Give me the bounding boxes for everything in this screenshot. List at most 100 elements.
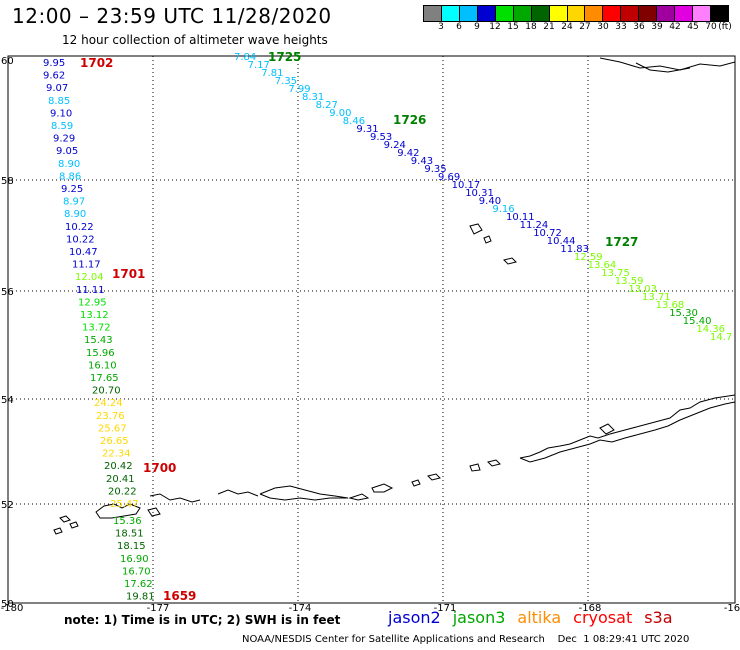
swh-value: 20.41 xyxy=(106,474,135,485)
swh-value: 17.65 xyxy=(90,373,119,384)
swh-value: 11.17 xyxy=(72,260,101,271)
scale-label: 45 xyxy=(687,22,699,32)
swh-value: 8.46 xyxy=(343,116,365,127)
swh-value: 9.35 xyxy=(424,164,446,175)
swh-value: 8.97 xyxy=(63,197,85,208)
lat-label: 56 xyxy=(1,287,14,298)
swh-value: 7.99 xyxy=(288,84,310,95)
swh-value: 11.11 xyxy=(76,285,105,296)
swh-value: 15.30 xyxy=(669,308,698,319)
scale-label: 3 xyxy=(438,22,444,32)
swh-value: 7.81 xyxy=(261,68,283,79)
lat-label: 58 xyxy=(1,176,14,187)
satellite-legend: jason2 jason3 altika cryosat s3a xyxy=(388,608,685,627)
swh-value: 7.35 xyxy=(275,76,297,87)
swh-value: 10.31 xyxy=(465,188,494,199)
pass-number: 1659 xyxy=(163,589,196,603)
swh-value: 22.34 xyxy=(102,449,131,460)
color-scale-bar xyxy=(423,5,729,22)
scale-label: 36 xyxy=(633,22,645,32)
swh-value: 25.67 xyxy=(98,423,127,434)
swh-value: 9.53 xyxy=(370,132,392,143)
swh-value: 8.59 xyxy=(51,121,73,132)
lon-label: -180 xyxy=(1,603,24,614)
swh-value: 14.7 xyxy=(710,332,732,343)
swh-value: 13.75 xyxy=(601,268,630,279)
lat-label: 54 xyxy=(1,395,14,406)
swh-value: 20.70 xyxy=(92,386,121,397)
swh-value: 9.10 xyxy=(50,108,72,119)
pass-number: 1700 xyxy=(143,461,176,475)
scale-label: 6 xyxy=(456,22,462,32)
swh-value: 9.05 xyxy=(56,146,78,157)
credit-footer: NOAA/NESDIS Center for Satellite Applica… xyxy=(242,634,690,645)
lat-label: 52 xyxy=(1,500,14,511)
scale-label: 15 xyxy=(507,22,519,32)
swh-value: 13.59 xyxy=(615,276,644,287)
scale-swatch xyxy=(639,6,658,21)
swh-value: 11.24 xyxy=(520,220,549,231)
lon-label: -177 xyxy=(147,603,170,614)
scale-swatch xyxy=(603,6,622,21)
scale-label: 42 xyxy=(669,22,681,32)
pass-number: 1701 xyxy=(112,267,145,281)
swh-value: 20.42 xyxy=(104,461,133,472)
swh-value: 15.40 xyxy=(683,316,712,327)
color-scale-labels: 3 6 9 12 15 18 21 24 27 30 33 36 39 42 45 70 (ft) xyxy=(423,22,732,36)
lon-label: -174 xyxy=(289,603,312,614)
swh-value: 8.90 xyxy=(58,159,80,170)
scale-label: 27 xyxy=(579,22,591,32)
scale-unit: (ft) xyxy=(718,22,732,32)
swh-value: 9.29 xyxy=(53,134,75,145)
swh-value: 10.11 xyxy=(506,212,535,223)
scale-swatch xyxy=(424,6,442,21)
swh-value: 10.22 xyxy=(66,234,95,245)
swh-value: 9.16 xyxy=(492,204,514,215)
swh-value: 9.31 xyxy=(356,124,378,135)
satellite-label: cryosat xyxy=(573,608,633,627)
swh-value: 9.24 xyxy=(384,140,406,151)
swh-value: 16.10 xyxy=(88,360,117,371)
swh-value: 25.47 xyxy=(110,499,139,510)
swh-value: 20.22 xyxy=(108,486,137,497)
swh-value: 18.15 xyxy=(117,541,146,552)
swh-value: 16.70 xyxy=(122,566,151,577)
scale-swatch xyxy=(549,6,568,21)
satellite-label: jason3 xyxy=(452,608,506,627)
satellite-label: jason2 xyxy=(388,608,441,627)
swh-value: 10.47 xyxy=(69,247,98,258)
swh-value: 8.85 xyxy=(48,96,70,107)
scale-swatch xyxy=(531,6,550,21)
coastline xyxy=(53,57,736,535)
scale-swatch xyxy=(585,6,604,21)
swh-value: 14.36 xyxy=(696,324,725,335)
scale-label: 18 xyxy=(525,22,537,32)
swh-value: 17.62 xyxy=(124,579,153,590)
swh-value: 9.00 xyxy=(329,108,351,119)
swh-value: 9.43 xyxy=(411,156,433,167)
swh-value: 8.27 xyxy=(316,100,338,111)
pass-number: 1702 xyxy=(80,56,113,70)
swh-value: 10.44 xyxy=(547,236,576,247)
swh-value: 10.17 xyxy=(452,180,481,191)
swh-value: 19.81 xyxy=(126,592,155,603)
scale-label: 9 xyxy=(474,22,480,32)
scale-swatch xyxy=(477,6,496,21)
scale-label: 30 xyxy=(597,22,609,32)
satellite-label: s3a xyxy=(644,608,673,627)
swh-value: 7.17 xyxy=(248,60,270,71)
swh-value: 12.95 xyxy=(78,297,107,308)
scale-label: 39 xyxy=(651,22,663,32)
lon-label: -16 xyxy=(724,603,740,614)
swh-value: 23.76 xyxy=(96,411,125,422)
swh-value: 8.31 xyxy=(302,92,324,103)
scale-swatch xyxy=(567,6,586,21)
swh-value: 13.03 xyxy=(628,284,657,295)
swh-value: 9.62 xyxy=(43,71,65,82)
swh-value: 13.12 xyxy=(80,310,109,321)
swh-value: 9.07 xyxy=(46,83,68,94)
pass-number: 1725 xyxy=(268,50,301,64)
swh-value: 9.69 xyxy=(438,172,460,183)
lat-label: 60 xyxy=(1,56,14,67)
